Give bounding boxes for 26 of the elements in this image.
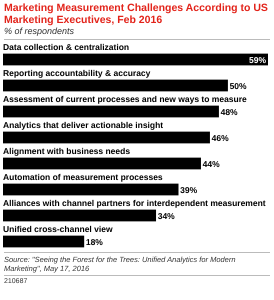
bar <box>3 106 219 118</box>
y-tick-label: Analytics that deliver actionable insight <box>3 120 164 130</box>
y-tick-label: Data collection & centralization <box>3 42 130 52</box>
y-tick-label: Automation of measurement processes <box>3 172 163 182</box>
data-label: 39% <box>180 184 198 195</box>
bar <box>3 184 178 196</box>
bar <box>3 236 84 248</box>
bar <box>3 210 156 222</box>
data-label: 18% <box>86 236 104 247</box>
data-label: 50% <box>230 80 248 91</box>
bar <box>3 158 201 170</box>
bar <box>3 132 210 144</box>
bar <box>3 80 228 92</box>
y-tick-label: Alliances with channel partners for interdependent measurement <box>3 198 266 208</box>
chart-title: Marketing Measurement Challenges According to US Marketing Executives, Feb 2016 <box>4 2 269 26</box>
bar <box>3 54 268 66</box>
y-tick-label: Assessment of current processes and new ways to measure <box>3 94 248 104</box>
data-label: 59% <box>248 54 266 65</box>
chart-subtitle: % of respondents <box>4 26 270 40</box>
data-label: 44% <box>202 158 220 169</box>
y-tick-label: Alignment with business needs <box>3 146 130 156</box>
data-label: 48% <box>220 106 238 117</box>
y-tick-label: Unified cross-channel view <box>3 224 113 234</box>
y-tick-label: Reporting accountability & accuracy <box>3 68 151 78</box>
data-label: 34% <box>158 210 176 221</box>
data-label: 46% <box>212 132 230 143</box>
